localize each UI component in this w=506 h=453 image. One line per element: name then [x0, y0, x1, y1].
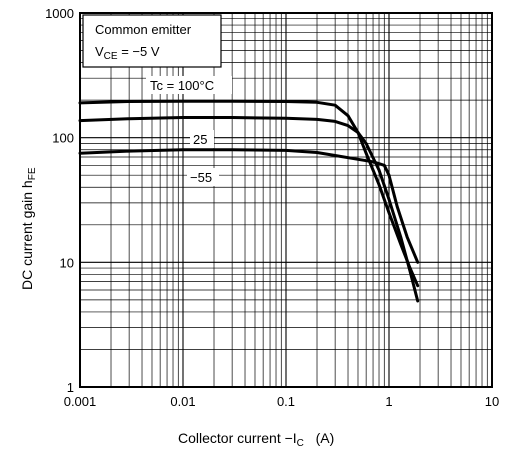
curve-25c: [78, 116, 420, 303]
condition-box-frame: [82, 14, 222, 68]
series-label-minus55: −55: [190, 170, 212, 185]
curves: [78, 99, 420, 303]
curve-100c: [78, 99, 420, 288]
condition-line-2: VCE = −5 V: [95, 44, 160, 62]
y-tick-label: 1: [67, 380, 74, 395]
x-tick-label: 0.001: [64, 394, 97, 409]
y-tick-label: 100: [52, 131, 74, 146]
x-tick-label: 1: [385, 394, 392, 409]
condition-box: Common emitter VCE = −5 V: [82, 14, 222, 68]
label-bg-25: [190, 130, 214, 148]
x-tick-label: 0.1: [277, 394, 295, 409]
x-tick-label: 0.01: [170, 394, 195, 409]
series-label-100c: Tc = 100°C: [150, 78, 214, 93]
plot-frame: [79, 12, 493, 388]
x-tick-labels: 0.001 0.01 0.1 1 10: [64, 394, 500, 409]
condition-line-1: Common emitter: [95, 22, 192, 37]
label-bg-minus55: [187, 168, 219, 186]
y-tick-labels: 1 10 100 1000: [45, 6, 74, 395]
y-tick-label: 1000: [45, 6, 74, 21]
y-tick-label: 10: [60, 255, 74, 270]
y-axis-label: DC current gain hFE: [19, 167, 38, 290]
x-tick-label: 10: [485, 394, 499, 409]
series-label-25: 25: [193, 132, 207, 147]
curve-minus55c: [78, 148, 420, 264]
label-bg-100c: [146, 76, 232, 94]
grid: [79, 13, 492, 388]
x-axis-label: Collector current −IC (A): [178, 430, 334, 449]
